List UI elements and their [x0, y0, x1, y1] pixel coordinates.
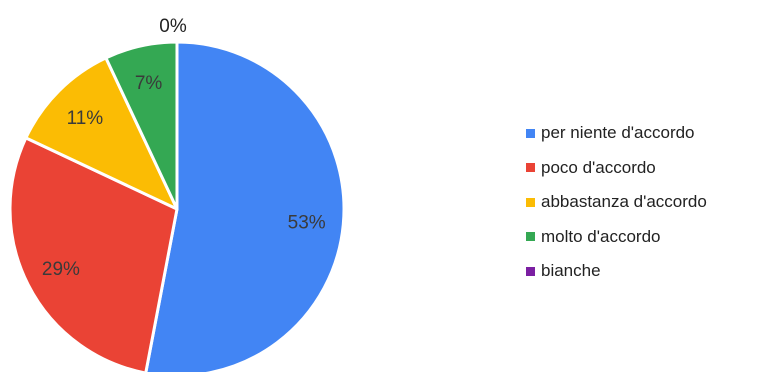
- pie-slice-per-niente-d-accordo: [144, 40, 346, 372]
- pie-slice-molto-d-accordo: [104, 40, 179, 211]
- legend-label-molto: molto d'accordo: [541, 226, 661, 246]
- legend-item-molto: molto d'accordo: [526, 220, 707, 255]
- pie-label-bianche: 0%: [159, 16, 187, 37]
- legend-swatch-bianche: [526, 266, 535, 276]
- legend-label-per-niente: per niente d'accordo: [541, 123, 695, 143]
- legend-swatch-poco: [526, 163, 535, 173]
- legend-item-per-niente: per niente d'accordo: [526, 116, 707, 151]
- legend-label-bianche: bianche: [541, 261, 601, 281]
- legend-label-abbastanza: abbastanza d'accordo: [541, 192, 707, 212]
- legend-label-poco: poco d'accordo: [541, 157, 656, 177]
- pie-label-molto-d-accordo: 7%: [135, 73, 163, 94]
- pie-label-per-niente-d-accordo: 53%: [288, 212, 326, 233]
- pie-slice-poco-d-accordo: [8, 136, 179, 372]
- legend-item-poco: poco d'accordo: [526, 151, 707, 186]
- legend: per niente d'accordo poco d'accordo abba…: [526, 116, 707, 289]
- pie-slice-abbastanza-d-accordo: [24, 56, 179, 211]
- legend-item-bianche: bianche: [526, 254, 707, 289]
- pie-label-abbastanza-d-accordo: 11%: [67, 108, 104, 129]
- legend-item-abbastanza: abbastanza d'accordo: [526, 185, 707, 220]
- legend-swatch-molto: [526, 232, 535, 242]
- legend-swatch-abbastanza: [526, 197, 535, 207]
- pie-label-poco-d-accordo: 29%: [42, 259, 80, 280]
- legend-swatch-per-niente: [526, 128, 535, 138]
